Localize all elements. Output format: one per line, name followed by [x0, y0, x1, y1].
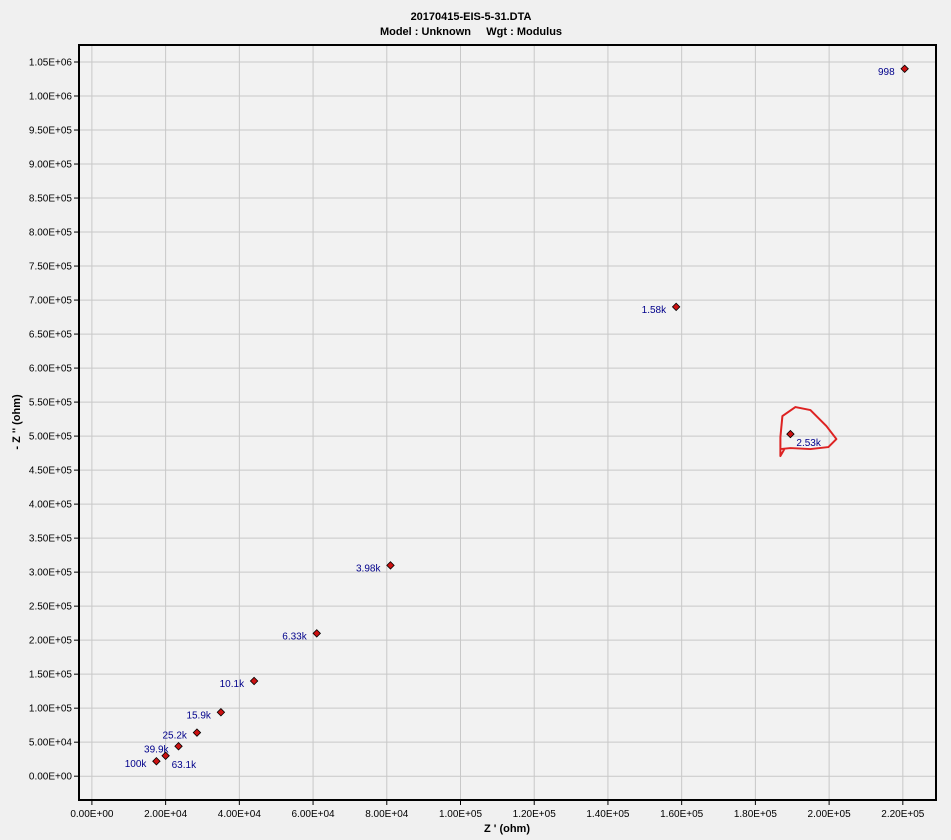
plot-frame: [78, 44, 937, 801]
axis-ticks: 0.00E+00 2.00E+04 4.00E+04 6.00E+04 8.00E+04…: [29, 58, 925, 820]
data-point-label: 1.58k: [642, 305, 667, 316]
x-tick-label: 6.00E+04: [292, 809, 336, 820]
x-axis-label: Z ' (ohm): [484, 823, 530, 835]
data-point-label: 63.1k: [172, 760, 197, 771]
x-tick-label: 2.20E+05: [881, 809, 925, 820]
y-tick-label: 6.00E+05: [29, 364, 73, 375]
data-point-label: 10.1k: [220, 679, 245, 690]
y-tick-label: 6.50E+05: [29, 330, 73, 341]
x-tick-label: 1.40E+05: [586, 809, 630, 820]
data-point-label: 25.2k: [162, 731, 187, 742]
y-tick-label: 9.50E+05: [29, 126, 73, 137]
x-tick-label: 1.80E+05: [734, 809, 778, 820]
y-tick-label: 2.50E+05: [29, 602, 73, 613]
data-point-label: 3.98k: [356, 563, 381, 574]
y-tick-label: 3.50E+05: [29, 534, 73, 545]
y-tick-label: 3.00E+05: [29, 568, 73, 579]
plot-area: [79, 45, 936, 800]
data-point-marker: [174, 742, 183, 751]
y-tick-label: 8.00E+05: [29, 228, 73, 239]
chart-title: 20170415-EIS-5-31.DTA: [411, 11, 532, 23]
x-tick-label: 1.00E+05: [439, 809, 483, 820]
y-tick-label: 5.50E+05: [29, 398, 73, 409]
y-tick-label: 8.50E+05: [29, 194, 73, 205]
x-tick-label: 1.20E+05: [513, 809, 557, 820]
y-tick-label: 1.05E+06: [29, 58, 73, 69]
y-tick-label: 4.00E+05: [29, 500, 73, 511]
grid-lines: [79, 45, 936, 800]
chart-subtitle: Model : Unknown Wgt : Modulus: [380, 26, 562, 38]
y-tick-label: 5.00E+05: [29, 432, 73, 443]
data-point-label: 39.9k: [144, 744, 169, 755]
data-point-marker: [900, 64, 909, 74]
x-tick-label: 8.00E+04: [365, 809, 409, 820]
data-point-marker: [152, 756, 161, 766]
y-tick-label: 1.50E+05: [29, 670, 73, 681]
y-tick-label: 9.00E+05: [29, 160, 73, 171]
data-point-label: 100k: [125, 759, 148, 770]
y-tick-label: 2.00E+05: [29, 636, 73, 647]
y-tick-label: 7.50E+05: [29, 262, 73, 273]
data-point-marker: [192, 728, 202, 737]
x-tick-label: 2.00E+04: [144, 809, 188, 820]
x-tick-label: 1.60E+05: [660, 809, 704, 820]
y-tick-label: 4.50E+05: [29, 466, 73, 477]
y-tick-label: 1.00E+06: [29, 92, 73, 103]
data-point-marker: [161, 751, 170, 761]
data-point-label: 2.53k: [796, 438, 821, 449]
x-tick-label: 2.00E+05: [808, 809, 852, 820]
data-point-label: 998: [878, 67, 895, 78]
hand-drawn-circle-annotation: [779, 406, 838, 458]
data-point-label: 6.33k: [282, 631, 307, 642]
y-tick-label: 0.00E+00: [29, 772, 73, 783]
data-point-marker: [312, 629, 321, 638]
y-tick-label: 5.00E+04: [29, 738, 73, 749]
data-point-marker: [249, 676, 259, 686]
data-point-marker: [671, 302, 681, 312]
data-point-marker: [386, 561, 395, 570]
annotation-layer: [779, 406, 838, 458]
data-point-label: 15.9k: [186, 710, 211, 721]
data-point-marker: [216, 708, 226, 717]
y-tick-label: 1.00E+05: [29, 704, 73, 715]
x-tick-label: 0.00E+00: [70, 809, 114, 820]
data-point-marker: [786, 429, 795, 439]
y-axis-label: - Z '' (ohm): [11, 394, 23, 450]
data-points: 998 1.58k 2.53k 3.98k 6.33k 10.1k 15.9k 25.2k 39…: [125, 64, 909, 771]
y-tick-label: 7.00E+05: [29, 296, 73, 307]
x-tick-label: 4.00E+04: [218, 809, 262, 820]
